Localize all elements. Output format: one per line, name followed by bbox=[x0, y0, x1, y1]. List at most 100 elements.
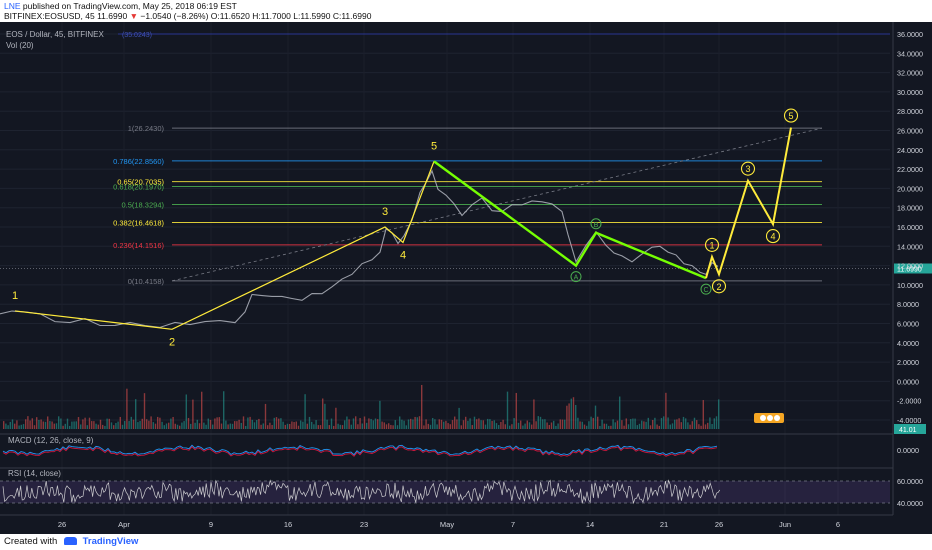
fib-label: 1(26.2430) bbox=[128, 124, 165, 133]
volume-bar bbox=[520, 420, 522, 429]
chart-area[interactable]: 1(26.2430) 0.786(22.8560) 0.65(20.7035) 0.6… bbox=[0, 22, 932, 534]
volume-bar bbox=[515, 392, 517, 429]
volume-bar bbox=[77, 417, 80, 429]
wave-label-5: 5 bbox=[431, 140, 437, 152]
volume-bar bbox=[262, 423, 264, 429]
volume-bar bbox=[704, 424, 707, 429]
volume-bar bbox=[322, 398, 324, 429]
volume-bar bbox=[553, 420, 555, 429]
grid bbox=[0, 22, 890, 515]
volume-bar bbox=[649, 425, 652, 429]
volume-bar bbox=[608, 425, 610, 429]
volume-bar bbox=[187, 417, 190, 429]
volume-bar bbox=[183, 421, 185, 429]
volume-bar bbox=[302, 421, 304, 429]
price-tick-label: 36.0000 bbox=[897, 30, 923, 39]
volume-bar bbox=[33, 425, 36, 429]
volume-bar bbox=[346, 416, 348, 429]
volume-bar bbox=[209, 419, 212, 429]
volume-bar bbox=[451, 420, 454, 429]
volume-bar bbox=[383, 422, 385, 429]
volume-bar bbox=[5, 423, 7, 429]
volume-bar bbox=[27, 416, 29, 429]
volume-bar bbox=[634, 418, 636, 429]
author-link[interactable]: LNE bbox=[4, 1, 21, 11]
volume-bar bbox=[22, 424, 25, 429]
ohlc-close: C:11.6990 bbox=[332, 11, 372, 21]
tradingview-link[interactable]: TradingView bbox=[82, 536, 139, 547]
volume-bar bbox=[337, 423, 339, 429]
price-tick-label: 20.0000 bbox=[897, 184, 923, 193]
volume-bar bbox=[524, 423, 526, 429]
volume-bar bbox=[509, 425, 511, 429]
wave-circle-B bbox=[590, 218, 602, 230]
projection-circle-4 bbox=[765, 229, 781, 244]
volume-bar bbox=[647, 417, 649, 429]
volume-bar bbox=[216, 417, 218, 429]
volume-bar bbox=[537, 416, 539, 429]
publish-line: LNE published on TradingView.com, May 25… bbox=[4, 1, 237, 11]
volume-bar bbox=[260, 424, 262, 429]
fib-label: 0(10.4158) bbox=[128, 277, 165, 286]
volume-bar bbox=[267, 425, 269, 429]
time-tick-label: Apr bbox=[118, 520, 130, 529]
volume-bar bbox=[526, 420, 528, 429]
volume-bar bbox=[128, 421, 130, 429]
time-tick-label: 26 bbox=[715, 520, 723, 529]
volume-bar bbox=[86, 425, 88, 429]
price-tick-label: 4.0000 bbox=[897, 339, 919, 348]
price-axis[interactable]: 36.0000 34.0000 32.0000 30.0000 28.0000 26.00… bbox=[892, 22, 923, 515]
volume-bar bbox=[612, 419, 614, 429]
volume-bar bbox=[601, 419, 603, 429]
wave-label-3: 3 bbox=[382, 206, 388, 218]
volume-bar bbox=[91, 421, 93, 429]
volume-bar bbox=[594, 405, 597, 429]
time-tick-label: 26 bbox=[58, 520, 66, 529]
volume-bar bbox=[667, 417, 669, 429]
volume-bar bbox=[152, 422, 154, 429]
volume-bar bbox=[348, 419, 350, 429]
header: LNE published on TradingView.com, May 25… bbox=[0, 0, 932, 22]
volume-bar bbox=[713, 418, 715, 429]
volume-bar bbox=[385, 424, 388, 429]
volume-bar bbox=[542, 419, 544, 429]
volume-bar bbox=[196, 419, 198, 429]
volume-bar bbox=[456, 419, 458, 429]
volume-bar bbox=[97, 424, 99, 429]
volume-bar bbox=[575, 404, 577, 429]
time-axis[interactable]: 26 Apr 9 16 23 May 7 14 21 26 Jun 6 bbox=[0, 514, 893, 529]
emoji-reactions[interactable] bbox=[754, 413, 784, 423]
wave-label-2: 2 bbox=[169, 336, 175, 348]
volume-bar bbox=[482, 420, 484, 429]
volume-bar bbox=[715, 416, 718, 429]
volume-bar bbox=[506, 391, 509, 429]
volume-bar bbox=[311, 421, 313, 429]
volume-bar bbox=[370, 418, 372, 429]
volume-bar bbox=[317, 425, 319, 429]
volume-bar bbox=[73, 421, 75, 429]
volume-bar bbox=[31, 418, 33, 429]
volume-bar bbox=[88, 417, 91, 429]
volume-bar bbox=[414, 416, 416, 429]
price-tick-label: 12.0000 bbox=[897, 262, 923, 271]
volume-bar bbox=[616, 420, 619, 429]
price-tick-label: 28.0000 bbox=[897, 107, 923, 116]
volume-bar bbox=[14, 423, 16, 429]
chart-svg[interactable]: 1(26.2430) 0.786(22.8560) 0.65(20.7035)0.6… bbox=[0, 22, 932, 534]
volume-bar bbox=[64, 423, 66, 429]
wave-label-A: A bbox=[574, 275, 579, 282]
volume-bar bbox=[172, 416, 174, 429]
volume-bar bbox=[401, 419, 403, 429]
volume-bar bbox=[16, 420, 18, 429]
volume-bar bbox=[621, 420, 623, 429]
price-tick-label: 30.0000 bbox=[897, 88, 923, 97]
volume-bar bbox=[159, 417, 161, 429]
volume-bar bbox=[284, 424, 286, 429]
elliott-waves: 1 2 3 4 5 A B C 1 2 3 4 5 bbox=[12, 108, 799, 348]
price-tick-label: 6.0000 bbox=[897, 320, 919, 329]
volume-bar bbox=[115, 422, 117, 429]
volume-bar bbox=[473, 416, 476, 429]
volume-bar bbox=[205, 424, 207, 429]
volume-bar bbox=[421, 384, 423, 429]
rsi-axis-label: 40.0000 bbox=[897, 499, 923, 508]
